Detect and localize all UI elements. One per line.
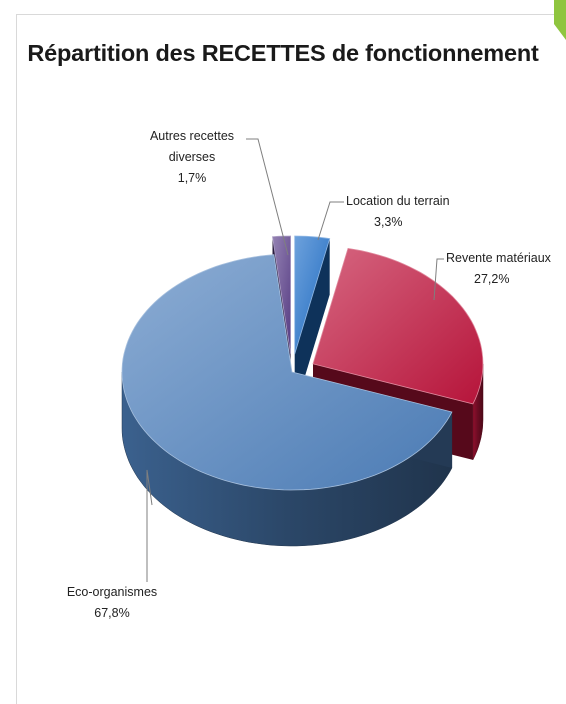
slice-autres-recettes-value: 1,7%: [178, 171, 207, 185]
slice-eco-organismes: [121, 254, 453, 547]
slice-revente-materiaux-top: [312, 247, 484, 405]
slice-autres-recettes-name: diverses: [169, 150, 216, 164]
slice-eco-organismes-top: [121, 254, 453, 491]
slice-autres-recettes-leader-line: [246, 138, 289, 256]
slice-revente-materiaux-value: 27,2%: [474, 272, 509, 286]
slice-location-du-terrain-leader-line: [317, 201, 344, 241]
slice-revente-materiaux-name: Revente matériaux: [446, 251, 552, 265]
slice-location-du-terrain-label: Location du terrain 3,3%: [346, 194, 450, 229]
slice-autres-recettes-name: Autres recettes: [150, 129, 234, 143]
slice-location-du-terrain: [294, 235, 331, 410]
chart-title: Répartition des RECETTES de fonctionneme…: [27, 40, 539, 66]
slice-revente-materiaux-leader-line: [433, 258, 444, 301]
slice-autres-recettes-label: Autres recettes diverses 1,7%: [150, 129, 234, 185]
slice-location-du-terrain-value: 3,3%: [374, 215, 403, 229]
slice-location-du-terrain-top: [294, 235, 331, 355]
slice-eco-organismes-label: Eco-organismes 67,8%: [67, 585, 157, 620]
slice-eco-organismes-name: Eco-organismes: [67, 585, 157, 599]
slice-revente-materiaux-label: Revente matériaux 27,2%: [446, 251, 552, 286]
pie-3d: [121, 235, 484, 547]
slice-eco-organismes-leader-line: [146, 469, 153, 582]
chart-frame: [16, 14, 556, 704]
slice-location-du-terrain-wall-1: [294, 238, 330, 410]
slice-autres-recettes-top: [272, 235, 291, 355]
corner-tab-icon: [554, 0, 566, 40]
slice-location-du-terrain-name: Location du terrain: [346, 194, 450, 208]
slice-eco-organismes-value: 67,8%: [94, 606, 129, 620]
